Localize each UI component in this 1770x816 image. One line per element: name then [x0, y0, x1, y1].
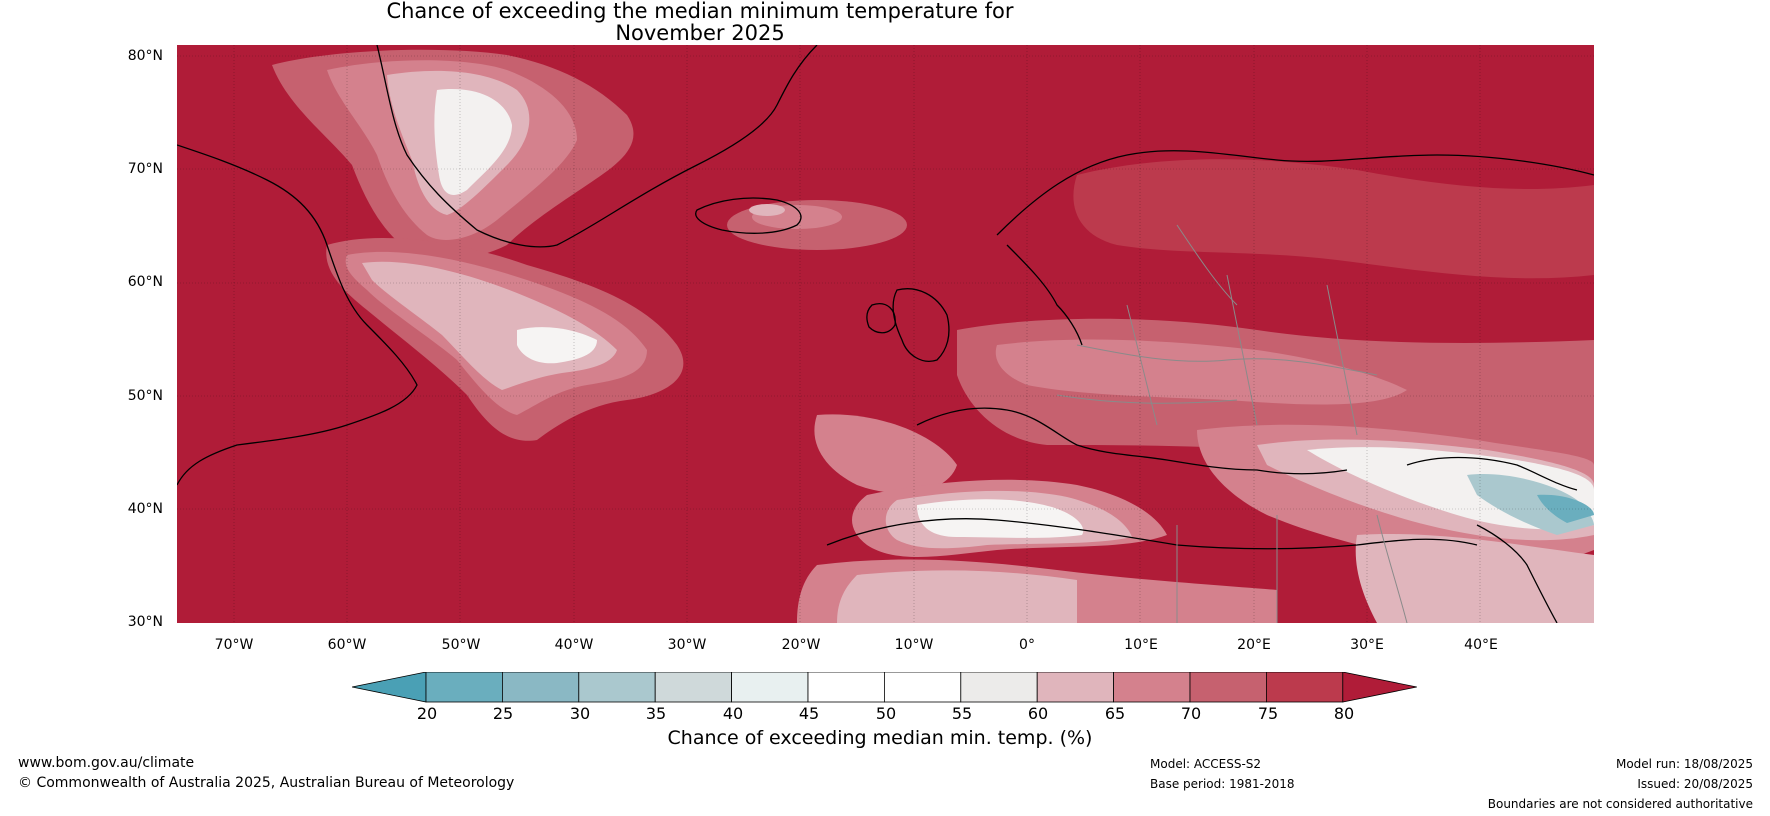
lon-label-70w: 70°W: [214, 637, 254, 653]
graticule: [177, 45, 1594, 623]
lon-label-40w: 40°W: [554, 637, 594, 653]
colorbar-tick-60: 60: [1027, 704, 1049, 723]
colorbar-tick-80: 80: [1333, 704, 1355, 723]
footer-base-period: Base period: 1981-2018: [1150, 777, 1295, 791]
country-borders: [1056, 224, 1408, 623]
lon-label-40e: 40°E: [1464, 637, 1498, 653]
colorbar-tick-20: 20: [416, 704, 438, 723]
iceland-anomaly-region: [727, 200, 907, 250]
colorbar: [352, 672, 1417, 703]
footer-model: Model: ACCESS-S2: [1150, 757, 1262, 771]
chart-title-line2: November 2025: [615, 21, 785, 45]
colorbar-under-arrow: [352, 672, 427, 703]
lon-label-50w: 50°W: [441, 637, 481, 653]
forecast-map: [177, 45, 1594, 623]
colorbar-tick-35: 35: [645, 704, 667, 723]
footer-url: www.bom.gov.au/climate: [18, 755, 195, 771]
colorbar-segment: [425, 672, 503, 703]
colorbar-tick-65: 65: [1104, 704, 1126, 723]
chart-title-line1: Chance of exceeding the median minimum t…: [386, 0, 1014, 23]
colorbar-title: Chance of exceeding median min. temp. (%…: [667, 727, 1093, 749]
lon-label-30e: 30°E: [1350, 637, 1384, 653]
lat-label-40n: 40°N: [127, 501, 163, 517]
colorbar-tick-75: 75: [1257, 704, 1279, 723]
lat-label-60n: 60°N: [127, 274, 163, 290]
footer-issued: Issued: 20/08/2025: [1637, 777, 1753, 791]
lon-label-60w: 60°W: [327, 637, 367, 653]
colorbar-segment: [654, 672, 733, 703]
lon-label-20e: 20°E: [1237, 637, 1271, 653]
colorbar-segment: [1266, 672, 1344, 703]
colorbar-segment: [1036, 672, 1115, 703]
lat-label-30n: 30°N: [127, 614, 163, 630]
lat-label-70n: 70°N: [127, 161, 163, 177]
lon-label-20w: 20°W: [781, 637, 821, 653]
lat-label-50n: 50°N: [127, 388, 163, 404]
colorbar-tick-70: 70: [1180, 704, 1202, 723]
colorbar-segment: [960, 672, 1038, 703]
colorbar-tick-40: 40: [722, 704, 744, 723]
footer-copyright: © Commonwealth of Australia 2025, Austra…: [18, 775, 515, 791]
colorbar-segment: [807, 672, 885, 703]
north-atlantic-anomaly-region: [326, 237, 684, 441]
lon-label-30w: 30°W: [667, 637, 707, 653]
colorbar-segment: [578, 672, 656, 703]
colorbar-segment: [1189, 672, 1267, 703]
colorbar-over-arrow: [1342, 672, 1417, 703]
colorbar-segment: [884, 672, 962, 703]
colorbar-tick-25: 25: [492, 704, 514, 723]
colorbar-tick-50: 50: [875, 704, 897, 723]
lon-label-10e: 10°E: [1124, 637, 1158, 653]
colorbar-segment: [1113, 672, 1191, 703]
lon-label-10w: 10°W: [894, 637, 934, 653]
footer-disclaimer: Boundaries are not considered authoritat…: [1487, 797, 1753, 811]
greenland-anomaly-region: [272, 49, 634, 261]
colorbar-segment: [731, 672, 809, 703]
colorbar-segment: [501, 672, 580, 703]
colorbar-tick-30: 30: [569, 704, 591, 723]
lat-label-80n: 80°N: [127, 48, 163, 64]
colorbar-tick-45: 45: [798, 704, 820, 723]
lon-label-0: 0°: [1019, 637, 1035, 653]
north-africa-anomaly-region: [797, 479, 1277, 623]
footer-model-run: Model run: 18/08/2025: [1615, 757, 1753, 771]
colorbar-tick-55: 55: [951, 704, 973, 723]
